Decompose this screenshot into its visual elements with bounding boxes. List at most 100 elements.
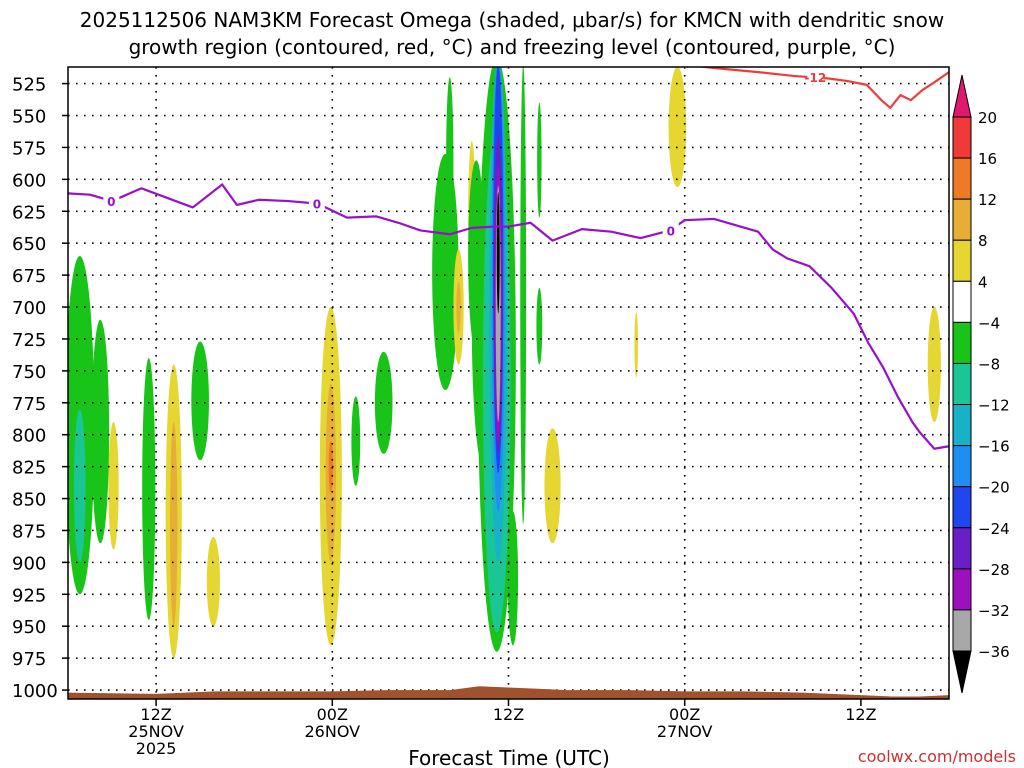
x-tick-label: 12Z xyxy=(845,705,876,724)
y-tick-label: 850 xyxy=(12,490,46,511)
colorbar-label: −20 xyxy=(978,479,1010,497)
freezing-level-contour-label-bg xyxy=(662,222,679,238)
omega-region xyxy=(351,396,361,486)
y-tick-label: 675 xyxy=(12,266,46,287)
x-tick-label: 12Z xyxy=(493,705,524,724)
colorbar: 20 16 12 8 4 −4 −8 −12 −16 −20 −24 −28 −32 −36 xyxy=(952,74,1010,694)
colorbar-label: 4 xyxy=(978,273,988,291)
freezing-level-contour-line xyxy=(68,183,949,450)
x-tick-label: 12Z xyxy=(140,705,171,724)
colorbar-swatch xyxy=(952,280,972,323)
omega-region xyxy=(91,319,110,544)
omega-region xyxy=(536,287,543,365)
omega-region xyxy=(73,409,86,563)
colorbar-label: 16 xyxy=(978,150,997,168)
x-tick-label: 26NOV xyxy=(305,722,361,741)
y-tick-label: 950 xyxy=(12,617,46,638)
y-tick-label: 975 xyxy=(12,649,46,670)
chart-title-line1: 2025112506 NAM3KM Forecast Omega (shaded… xyxy=(80,8,944,32)
x-tick-label: 2025 xyxy=(136,739,177,758)
omega-region xyxy=(191,341,209,461)
omega-region xyxy=(544,428,561,544)
colorbar-label: −36 xyxy=(978,643,1010,661)
y-tick-label: 825 xyxy=(12,458,46,479)
colorbar-label: −28 xyxy=(978,561,1010,579)
omega-region xyxy=(456,281,461,333)
colorbar-bottom-triangle xyxy=(952,650,972,694)
y-tick-label: 775 xyxy=(12,394,46,415)
colorbar-label: 20 xyxy=(978,109,997,127)
omega-region xyxy=(170,421,178,627)
omega-region xyxy=(142,358,156,620)
omega-region xyxy=(634,312,639,378)
colorbar-label: −8 xyxy=(978,355,1000,373)
omega-region xyxy=(108,421,119,550)
colorbar-swatch xyxy=(952,362,972,406)
omega-region xyxy=(446,77,454,250)
x-tick-label: 00Z xyxy=(317,705,348,724)
colorbar-swatch xyxy=(952,445,972,488)
colorbar-swatch xyxy=(952,116,972,159)
x-axis-label: Forecast Time (UTC) xyxy=(408,746,610,768)
chart-title-line2: growth region (contoured, red, °C) and f… xyxy=(129,35,896,59)
omega-region xyxy=(520,67,527,525)
dendritic-contour-label-bg xyxy=(807,69,824,85)
colorbar-swatch xyxy=(952,404,972,447)
y-tick-label: 600 xyxy=(12,170,46,191)
y-tick-label: 550 xyxy=(12,107,46,128)
contours: 0 0 0 -12 xyxy=(68,67,949,450)
colorbar-label: −12 xyxy=(978,397,1010,415)
grid-lines xyxy=(68,67,949,699)
colorbar-label: 8 xyxy=(978,232,988,250)
y-axis: 525 550 575 600 625 650 675 700 725 750 775 800 825 8… xyxy=(12,75,68,702)
omega-region xyxy=(328,441,334,493)
y-tick-label: 650 xyxy=(12,234,46,255)
colorbar-swatch xyxy=(952,568,972,611)
y-tick-label: 525 xyxy=(12,75,46,96)
x-tick-label: 00Z xyxy=(669,705,700,724)
colorbar-label: −24 xyxy=(978,520,1010,538)
colorbar-top-triangle xyxy=(952,74,972,118)
colorbar-swatch xyxy=(952,321,972,364)
colorbar-swatch xyxy=(952,527,972,570)
colorbar-swatch xyxy=(952,198,972,241)
credit-text: coolwx.com/models xyxy=(858,747,1016,766)
omega-region xyxy=(668,67,687,188)
y-tick-label: 725 xyxy=(12,330,46,351)
x-tick-label: 25NOV xyxy=(128,722,184,741)
y-tick-label: 700 xyxy=(12,298,46,319)
y-tick-label: 750 xyxy=(12,362,46,383)
colorbar-swatch xyxy=(952,239,972,282)
colorbar-label: −4 xyxy=(978,314,1000,332)
terrain-fill xyxy=(68,686,949,699)
y-tick-label: 800 xyxy=(12,426,46,447)
omega-region xyxy=(496,192,500,314)
omega-region xyxy=(374,351,393,454)
freezing-level-contour-label: 0 xyxy=(313,198,321,212)
omega-region xyxy=(537,102,542,218)
colorbar-swatch xyxy=(952,609,972,652)
freezing-level-contour-label-bg xyxy=(103,193,120,209)
dendritic-contour-line xyxy=(695,67,949,109)
omega-region xyxy=(206,536,220,627)
x-tick-label: 27NOV xyxy=(657,722,713,741)
freezing-level-contour-label-bg xyxy=(308,195,325,211)
colorbar-swatch xyxy=(952,486,972,529)
y-tick-label: 875 xyxy=(12,521,46,542)
colorbar-label: −16 xyxy=(978,438,1010,456)
y-tick-label: 900 xyxy=(12,553,46,574)
y-tick-label: 1000 xyxy=(12,681,58,702)
terrain xyxy=(68,686,949,699)
colorbar-label: −32 xyxy=(978,602,1010,620)
y-tick-label: 575 xyxy=(12,138,46,159)
omega-region xyxy=(927,307,941,422)
colorbar-swatch xyxy=(952,157,972,200)
y-tick-label: 625 xyxy=(12,202,46,223)
omega-shading xyxy=(68,67,941,659)
freezing-level-contour-label: 0 xyxy=(107,195,115,209)
y-tick-label: 925 xyxy=(12,585,46,606)
colorbar-label: 12 xyxy=(978,191,997,209)
freezing-level-contour-label: 0 xyxy=(667,224,675,238)
